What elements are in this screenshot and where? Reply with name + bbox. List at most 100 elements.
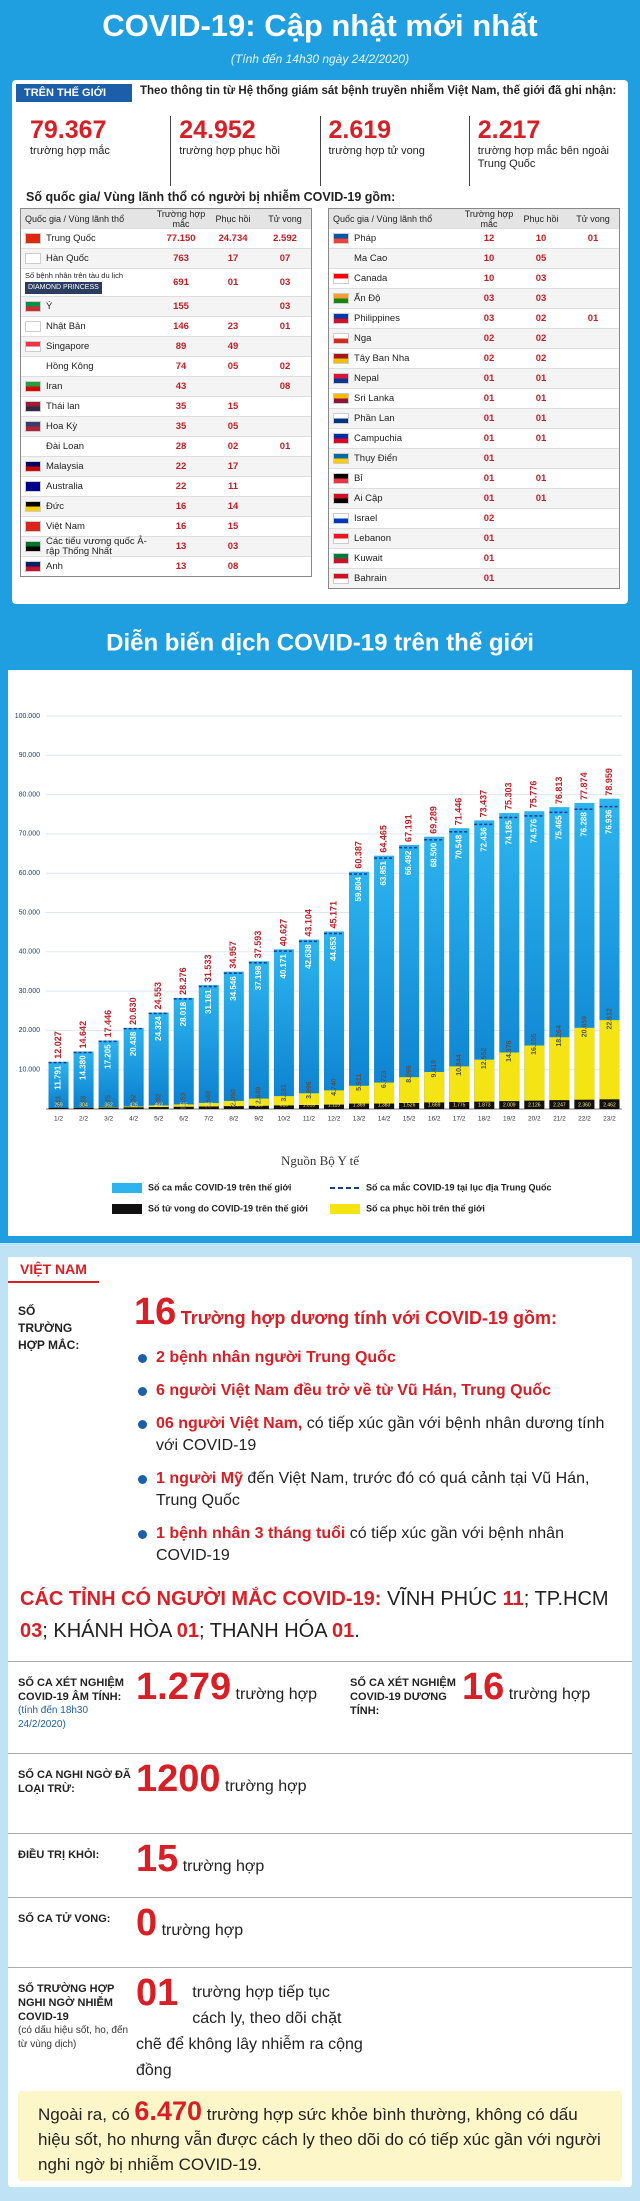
legend-label: Số ca phục hồi trên thế giới (366, 1203, 485, 1213)
country-name: Nga (354, 332, 372, 344)
cell: 02 (483, 333, 495, 344)
value-label: 11.791 (54, 1065, 63, 1090)
label: SỐ CA XÉT NGHIỆM COVID-19 DƯƠNG TÍNH: (350, 1677, 456, 1717)
text: đến Việt Nam, trước đó có quá cảnh tại V… (156, 1470, 590, 1509)
table-row: Ấn Độ 03 03 (329, 288, 619, 308)
stat-label: trường hợp phục hồi (179, 145, 280, 157)
bar (48, 1061, 69, 1109)
value-label: 74.576 (529, 818, 538, 843)
x-tick-label: 6/2 (179, 1116, 188, 1123)
header-row: Quốc gia / Vùng lãnh thổ Trường hợp mắc Ph… (21, 209, 311, 229)
value-label: 632 (130, 1094, 137, 1106)
flag (333, 293, 349, 304)
column-header: Tử vong (576, 213, 610, 224)
cell: 11 (227, 481, 239, 492)
country-name: Ấn Độ (354, 292, 381, 304)
value-label: 31.161 (204, 989, 213, 1014)
province: KHÁNH HÒA (53, 1620, 172, 1642)
country-name: Israel (354, 512, 378, 524)
unit: trường hợp (508, 1686, 591, 1703)
bar (73, 1051, 94, 1109)
country-name: Hồng Kông (46, 360, 94, 372)
flag (333, 573, 349, 584)
flag (25, 381, 41, 392)
bar (223, 1106, 244, 1109)
value-label: 1.383 (378, 1102, 391, 1108)
legend-label: Số tử vong do COVID-19 trên thế giới (148, 1203, 308, 1213)
country-name: Malaysia (46, 460, 84, 472)
bar (248, 1105, 269, 1109)
value-label: 75.776 (529, 781, 539, 809)
column-header: Phục hồi (215, 213, 251, 224)
value-label: 24.324 (154, 1016, 163, 1041)
separator: ; (199, 1620, 205, 1642)
bold-text: 1 bệnh nhân 3 tháng tuổi (156, 1525, 346, 1542)
flag (333, 373, 349, 384)
value-label: 2.247 (553, 1102, 566, 1108)
y-tick-label: 50.000 (19, 909, 41, 916)
flag (333, 433, 349, 444)
bar (424, 1071, 445, 1109)
country-cell: Ấn Độ (329, 293, 463, 304)
value-label: 63.851 (379, 861, 388, 886)
x-tick-label: 17/2 (453, 1116, 466, 1123)
bar (499, 813, 520, 1109)
value-label: 4.740 (331, 1078, 338, 1096)
value-label: 67.191 (404, 814, 414, 842)
country: Bỉ (354, 472, 363, 484)
stat-row: ĐIỀU TRỊ KHỎI: 15 trường hợp (8, 1833, 632, 1897)
country-cell: Ai Cập (329, 493, 463, 504)
value-label: 3.996 (306, 1081, 313, 1099)
bar (599, 1099, 620, 1109)
country: Phần Lan (354, 413, 395, 424)
country-cell: Tây Ban Nha (329, 353, 463, 364)
cell: 08 (227, 561, 239, 572)
table-row: Lebanon 01 (329, 528, 619, 548)
country: Bahrain (354, 573, 387, 584)
cell: 49 (227, 341, 239, 352)
cell: 74 (175, 361, 187, 372)
country-cell: Iran (21, 381, 155, 392)
value: 16 (462, 1666, 505, 1708)
cell: 03 (535, 293, 547, 304)
country-name: Bỉ (354, 472, 363, 484)
province: TP.HCM (534, 1588, 609, 1610)
table-row: Thụy Điển 01 (329, 448, 619, 468)
table-row: Bahrain 01 (329, 568, 619, 588)
stat-label: trường hợp mắc (30, 145, 110, 157)
bar (48, 1107, 69, 1109)
cell: 89 (175, 341, 187, 352)
country: Số bệnh nhân trên tàu du lịch DIAMOND PRI… (25, 271, 123, 294)
value-label: 34.957 (228, 941, 238, 969)
cell: 02 (483, 513, 495, 524)
flag (25, 301, 41, 312)
stat-label: trường hợp mắc bên ngoài Trung Quốc (477, 145, 610, 170)
bar (323, 1104, 345, 1109)
cases-line: 16 Trường hợp dương tính với COVID-19 gồ… (134, 1291, 557, 1334)
country-cell: Pháp (329, 233, 463, 244)
country: Nepal (354, 373, 379, 384)
value-label: 45.171 (328, 901, 338, 929)
value-label: 77.874 (579, 772, 589, 800)
bar (474, 1059, 495, 1109)
country: Ý (46, 301, 52, 312)
value-label: 328 (80, 1096, 87, 1108)
tests-row: SỐ CA XÉT NGHIỆM COVID-19 ÂM TÍNH: (tính … (8, 1661, 632, 1753)
column-header: Quốc gia / Vùng lãnh thổ (25, 213, 125, 224)
y-tick-label: 70.000 (19, 831, 41, 838)
section-label: TRÊN THẾ GIỚI (16, 84, 132, 102)
value-label: 14.380 (79, 1055, 88, 1080)
flag (25, 501, 41, 512)
label: SỐ TRƯỜNG HỢP MẮC: (18, 1304, 80, 1352)
country: Anh (46, 560, 63, 572)
bar (449, 1102, 470, 1109)
value: 1200 (136, 1758, 221, 1800)
flag (25, 401, 41, 412)
stat: 24.952 trường hợp phục hồi (170, 116, 319, 186)
country-cell: Philippines (329, 313, 463, 324)
table-row: Đài Loan 28 02 01 (21, 436, 311, 456)
value-label: 16.155 (531, 1033, 538, 1055)
bold-text: 2 bệnh nhân người Trung Quốc (156, 1349, 396, 1366)
world-card: TRÊN THẾ GIỚI Theo thông tin từ Hệ thống… (12, 80, 628, 604)
country-name: Anh (46, 560, 63, 572)
